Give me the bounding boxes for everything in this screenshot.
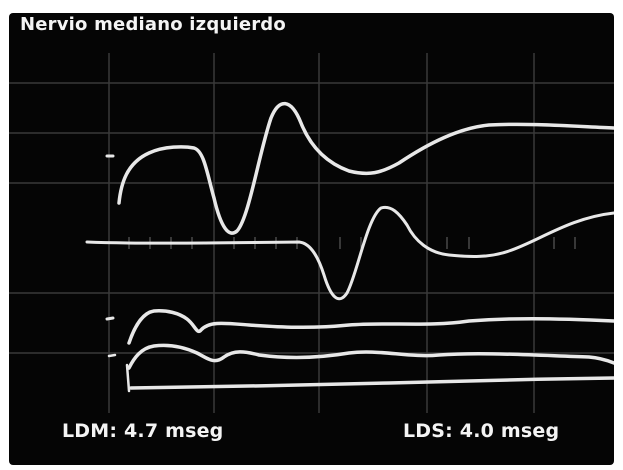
baseline-trace <box>129 376 614 390</box>
graticule-grid <box>9 53 614 413</box>
oscilloscope-screen <box>9 13 614 465</box>
lds-label: LDS: 4.0 mseg <box>403 420 560 442</box>
sensory-response-trace <box>85 205 614 301</box>
motor-response-trace <box>117 101 614 235</box>
oscilloscope-traces <box>9 53 614 413</box>
nerve-title: Nervio mediano izquierdo <box>20 14 286 35</box>
trace-3 <box>127 309 614 345</box>
baseline-start <box>125 363 131 393</box>
trace-3-marker <box>105 316 115 321</box>
trace-4 <box>127 343 614 370</box>
trace-4-marker <box>107 353 117 358</box>
ldm-label: LDM: 4.7 mseg <box>62 420 224 442</box>
